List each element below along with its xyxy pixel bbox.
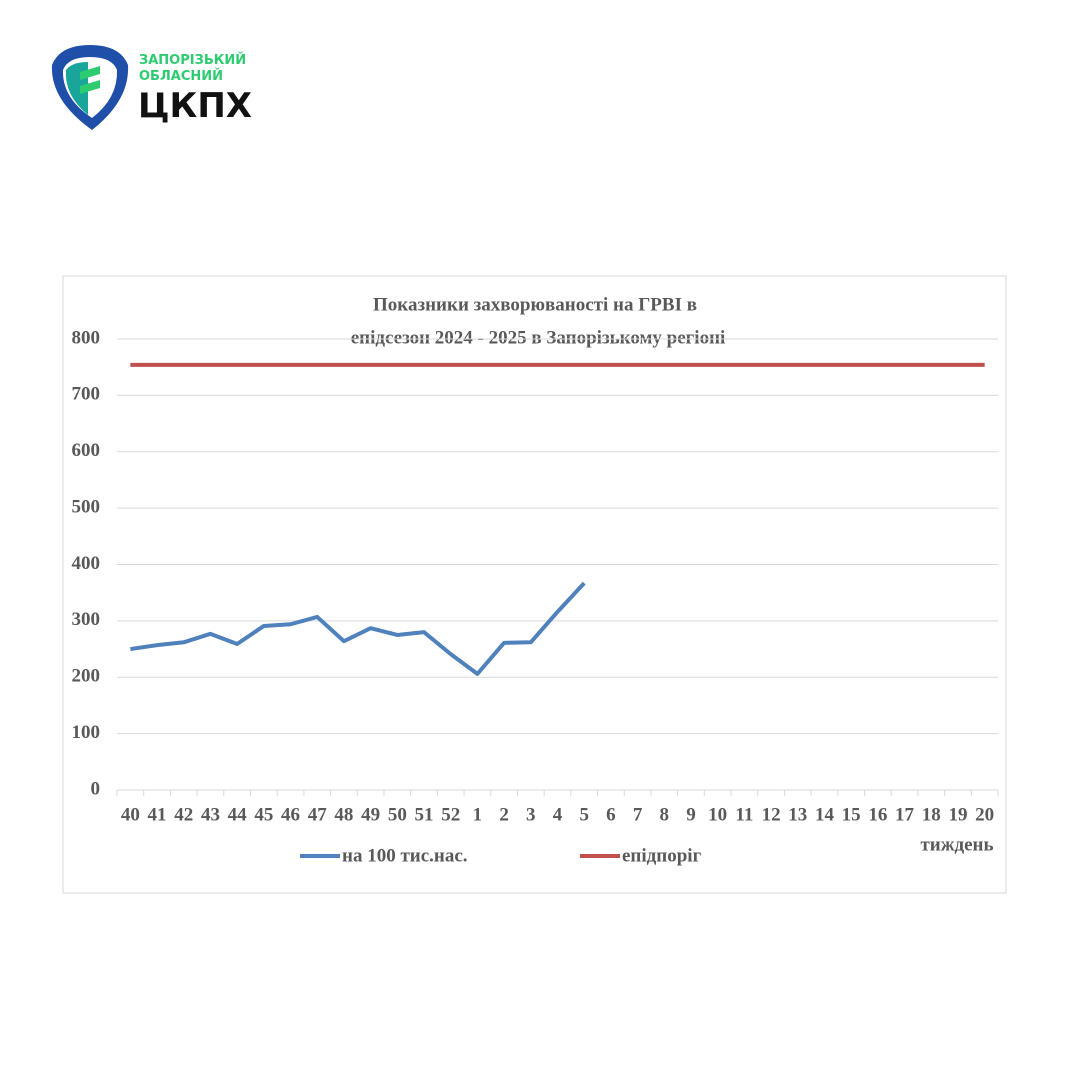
y-tick-label: 100	[72, 722, 101, 743]
logo-text: ОБЛАСНИЙ	[139, 68, 223, 84]
x-tick-label: 15	[842, 804, 861, 825]
y-tick-label: 400	[72, 553, 101, 574]
y-tick-label: 600	[72, 440, 101, 461]
x-tick-label: 50	[388, 804, 407, 825]
x-tick-label: 4	[553, 804, 563, 825]
x-tick-label: 5	[579, 804, 589, 825]
chart-frame	[62, 275, 1007, 894]
x-tick-label: 49	[361, 804, 380, 825]
x-tick-label: 47	[308, 804, 328, 825]
x-axis-label: тиждень	[920, 834, 993, 855]
x-tick-label: 1	[473, 804, 483, 825]
y-tick-label: 200	[72, 666, 101, 687]
x-tick-label: 18	[922, 804, 941, 825]
x-tick-label: 8	[660, 804, 670, 825]
chart-title: Показники захворюваності на ГРВІ в	[373, 294, 697, 315]
x-tick-label: 2	[499, 804, 509, 825]
x-tick-label: 13	[788, 804, 807, 825]
x-tick-label: 46	[281, 804, 300, 825]
x-tick-label: 9	[686, 804, 696, 825]
x-tick-label: 19	[948, 804, 967, 825]
x-tick-label: 48	[334, 804, 353, 825]
x-tick-label: 52	[441, 804, 460, 825]
x-tick-label: 41	[148, 804, 167, 825]
y-tick-label: 500	[72, 496, 101, 517]
x-tick-label: 44	[228, 804, 248, 825]
x-tick-label: 20	[975, 804, 994, 825]
logo-name: ЦКПХ	[138, 86, 252, 126]
legend-label: на 100 тис.нас.	[342, 845, 468, 866]
x-tick-label: 7	[633, 804, 643, 825]
y-tick-label: 700	[72, 384, 101, 405]
x-tick-label: 45	[254, 804, 273, 825]
x-tick-label: 10	[708, 804, 727, 825]
y-tick-label: 800	[72, 327, 101, 348]
y-tick-label: 0	[91, 778, 101, 799]
series-line	[130, 581, 586, 676]
logo-stripes	[80, 66, 100, 94]
x-tick-label: 42	[174, 804, 193, 825]
x-tick-label: 17	[895, 804, 915, 825]
logo: ЗАПОРІЗЬКИЙ ОБЛАСНИЙ ЦКПХ	[51, 45, 252, 130]
x-tick-label: 51	[415, 804, 434, 825]
x-tick-label: 6	[606, 804, 616, 825]
x-tick-label: 3	[526, 804, 536, 825]
x-tick-label: 11	[735, 804, 753, 825]
x-tick-label: 12	[762, 804, 781, 825]
x-tick-label: 40	[121, 804, 140, 825]
x-tick-label: 43	[201, 804, 220, 825]
logo-text: ЗАПОРІЗЬКИЙ	[139, 52, 246, 68]
y-tick-label: 300	[72, 609, 101, 630]
chart-title: епідсезон 2024 - 2025 в Запорізькому рег…	[351, 327, 726, 348]
x-tick-label: 16	[868, 804, 887, 825]
x-tick-label: 14	[815, 804, 835, 825]
legend-label: епідпоріг	[622, 845, 702, 866]
